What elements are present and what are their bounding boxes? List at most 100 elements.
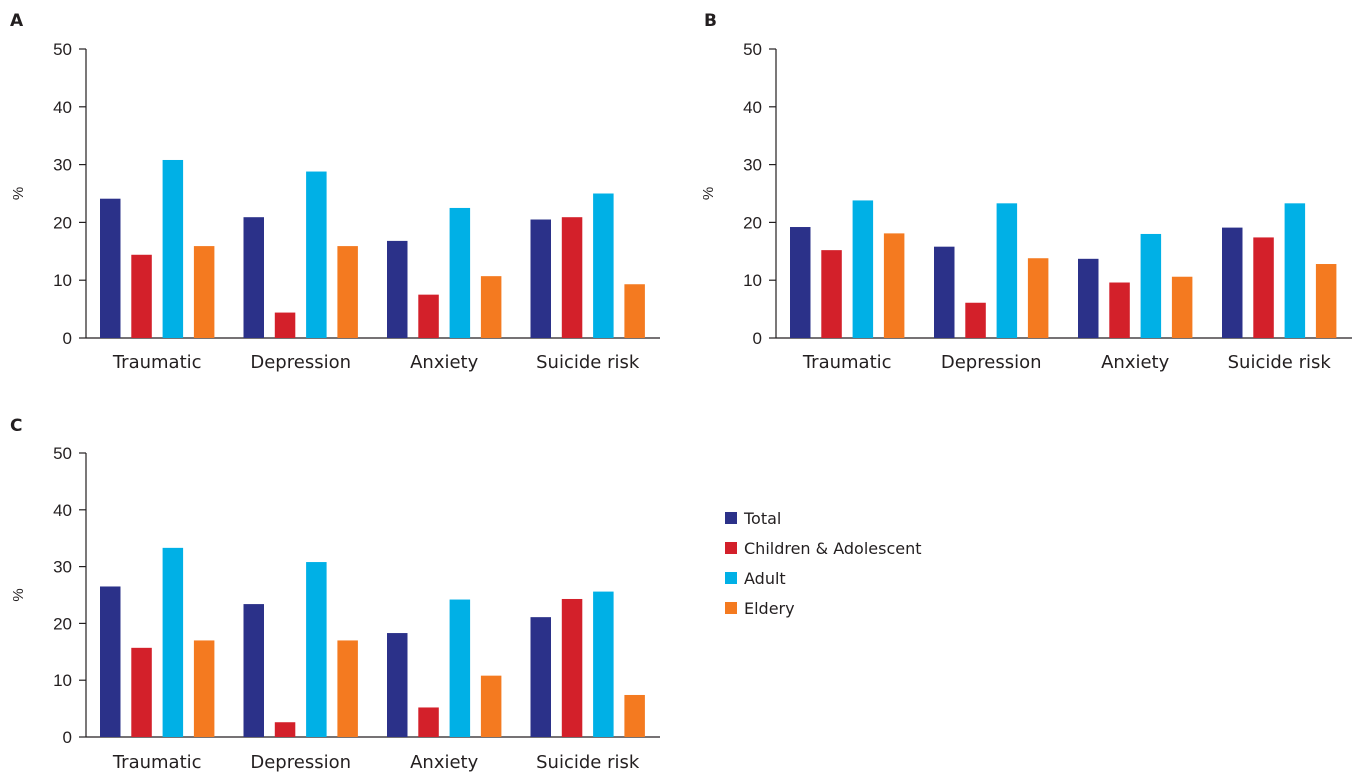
bar-adult-anxiety — [449, 207, 471, 338]
x-category-label: Depression — [250, 352, 351, 373]
y-tick-label: 20 — [53, 614, 72, 633]
bar-total-depression — [934, 246, 955, 338]
bar-adult-traumatic — [162, 159, 184, 338]
bar-total-anxiety — [387, 240, 408, 338]
bar-adult-depression — [306, 562, 327, 737]
chart-panel-b: B 0 10 20 30 40 50% Traumatic Depression Anxiety S… — [700, 11, 1352, 373]
bar-children-adolescent-anxiety — [418, 707, 439, 737]
bar-total-suicide-risk — [530, 219, 551, 338]
y-tick-label: 0 — [753, 329, 762, 348]
bar-adult-suicide-risk — [593, 193, 614, 338]
bar-total-anxiety — [387, 633, 408, 737]
chart-panels: A 0 10 20 30 40 50% Traumatic Depression Anxiety S… — [10, 11, 1352, 773]
bar-adult-anxiety — [449, 599, 471, 737]
legend-item: Total — [725, 509, 781, 528]
bar-adult-depression — [996, 203, 1018, 338]
y-tick-label: 50 — [53, 40, 72, 59]
bar-children-adolescent-anxiety — [1109, 282, 1130, 338]
bar-children-adolescent-traumatic — [131, 647, 152, 737]
legend-swatch — [725, 602, 737, 614]
bar-eldery-anxiety — [1171, 276, 1193, 338]
bar-adult-anxiety — [1140, 233, 1162, 338]
legend-label: Children & Adolescent — [744, 539, 922, 558]
bar-total-traumatic — [790, 227, 811, 338]
bar-adult-suicide-risk — [593, 591, 614, 737]
bar-total-depression — [243, 604, 264, 737]
bar-children-adolescent-depression — [274, 722, 296, 737]
y-tick-label: 0 — [63, 728, 72, 747]
y-axis-label: % — [10, 588, 27, 601]
chart-panel-a: A 0 10 20 30 40 50% Traumatic Depression Anxiety S… — [10, 11, 660, 373]
legend-label: Eldery — [744, 599, 795, 618]
x-category-label: Anxiety — [410, 752, 479, 773]
bar-children-adolescent-depression — [965, 302, 986, 338]
bar-eldery-depression — [1027, 258, 1049, 338]
bar-children-adolescent-suicide-risk — [1253, 237, 1274, 338]
panel-letter: B — [704, 11, 717, 31]
bar-adult-traumatic — [852, 200, 874, 338]
y-axis-label: % — [700, 187, 717, 200]
bar-total-traumatic — [100, 586, 121, 737]
y-tick-label: 50 — [53, 444, 72, 463]
y-tick-label: 40 — [53, 501, 72, 520]
bar-eldery-suicide-risk — [1315, 264, 1337, 338]
bar-adult-suicide-risk — [1284, 203, 1306, 338]
legend-swatch — [725, 542, 737, 554]
x-category-label: Traumatic — [112, 352, 202, 373]
x-category-label: Suicide risk — [536, 752, 640, 773]
bar-children-adolescent-traumatic — [821, 250, 842, 338]
bar-eldery-anxiety — [480, 276, 502, 338]
chart-panel-c: C 0 10 20 30 40 50% Traumatic Depression Anxiety S… — [10, 416, 660, 773]
bar-adult-traumatic — [162, 547, 184, 737]
y-tick-label: 10 — [53, 671, 72, 690]
bar-eldery-suicide-risk — [624, 284, 645, 338]
legend-swatch — [725, 572, 737, 584]
y-tick-label: 30 — [53, 558, 72, 577]
bar-children-adolescent-depression — [274, 312, 296, 338]
bar-eldery-traumatic — [193, 246, 215, 338]
bar-total-anxiety — [1078, 258, 1099, 338]
y-tick-label: 0 — [63, 329, 72, 348]
y-tick-label: 30 — [53, 156, 72, 175]
panel-letter: A — [10, 11, 24, 31]
legend-item: Adult — [725, 569, 786, 588]
x-category-label: Anxiety — [1101, 352, 1170, 373]
bar-children-adolescent-traumatic — [131, 254, 152, 338]
x-category-label: Traumatic — [802, 352, 892, 373]
bar-total-suicide-risk — [1222, 227, 1243, 338]
x-category-label: Suicide risk — [536, 352, 640, 373]
y-tick-label: 50 — [743, 40, 762, 59]
legend: Total Children & Adolescent Adult Eldery — [725, 509, 922, 618]
x-category-label: Suicide risk — [1228, 352, 1332, 373]
y-tick-label: 20 — [53, 213, 72, 232]
x-category-label: Anxiety — [410, 352, 479, 373]
legend-label: Total — [743, 509, 781, 528]
y-tick-label: 30 — [743, 156, 762, 175]
bar-total-traumatic — [100, 198, 121, 338]
y-tick-label: 20 — [743, 213, 762, 232]
x-category-label: Depression — [941, 352, 1042, 373]
bar-children-adolescent-suicide-risk — [561, 217, 583, 338]
y-tick-label: 40 — [53, 98, 72, 117]
bar-eldery-traumatic — [883, 233, 905, 338]
x-category-label: Traumatic — [112, 752, 202, 773]
bar-total-suicide-risk — [530, 617, 551, 737]
bar-eldery-anxiety — [480, 675, 502, 737]
bar-total-depression — [243, 217, 264, 338]
y-tick-label: 10 — [743, 271, 762, 290]
bar-eldery-depression — [337, 640, 358, 737]
bar-eldery-traumatic — [193, 640, 215, 737]
legend-label: Adult — [744, 569, 786, 588]
bar-eldery-suicide-risk — [624, 694, 645, 737]
y-tick-label: 40 — [743, 98, 762, 117]
x-category-label: Depression — [250, 752, 351, 773]
y-axis-label: % — [10, 187, 27, 200]
panel-letter: C — [10, 416, 22, 436]
bar-eldery-depression — [337, 246, 358, 338]
bar-children-adolescent-anxiety — [418, 294, 439, 338]
legend-item: Eldery — [725, 599, 795, 618]
bar-children-adolescent-suicide-risk — [561, 598, 583, 737]
y-tick-label: 10 — [53, 271, 72, 290]
legend-swatch — [725, 512, 737, 524]
